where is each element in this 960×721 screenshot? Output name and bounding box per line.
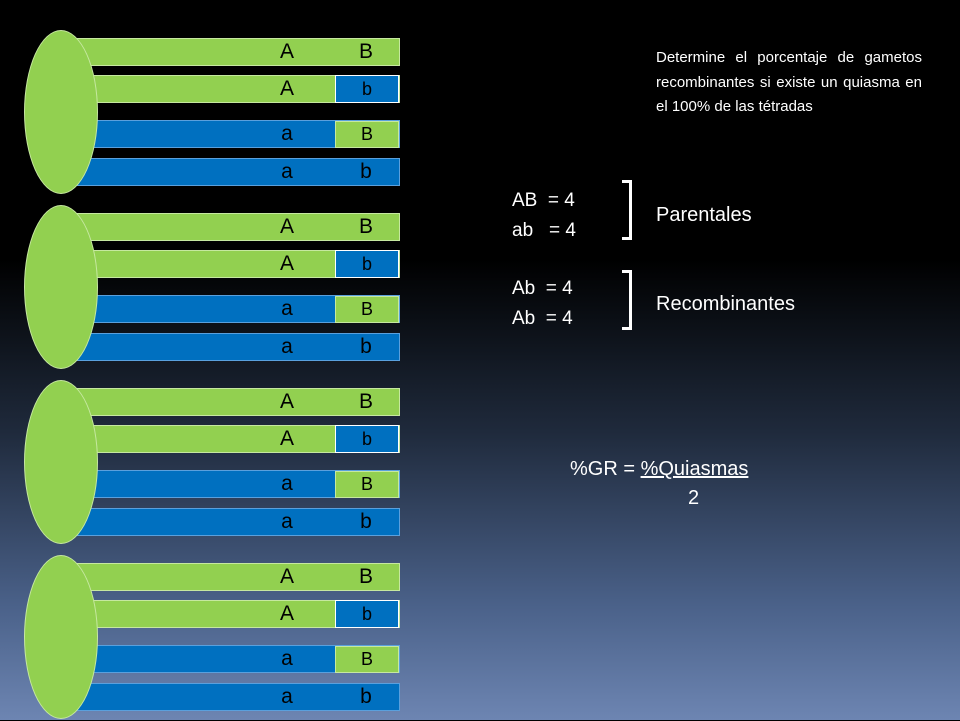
allele-right-box: B <box>335 471 399 498</box>
allele-right: B <box>358 565 373 588</box>
formula-denominator: 2 <box>688 487 700 509</box>
chromatid-3: a B <box>72 470 400 498</box>
chromatid-1: A B <box>72 213 400 241</box>
parental-eq-2: ab = 4 <box>512 220 576 241</box>
allele-left: a <box>281 685 293 708</box>
chromatid-4: a b <box>72 333 400 361</box>
chromatid-4: a b <box>72 158 400 186</box>
centromere <box>24 380 98 544</box>
chromatid-1: A B <box>72 388 400 416</box>
chromatid-2: A b <box>72 250 400 278</box>
allele-left: A <box>279 602 294 625</box>
allele-right-box: b <box>335 75 399 103</box>
allele-left: a <box>281 472 293 495</box>
chromatid-3: a B <box>72 120 400 148</box>
formula-numerator: %Quiasmas <box>640 458 749 480</box>
centromere <box>24 555 98 719</box>
chromatid-3: a B <box>72 295 400 323</box>
allele-left: a <box>281 160 293 183</box>
allele-right-box: B <box>335 646 399 673</box>
recombinant-eq-2: Ab = 4 <box>512 308 573 329</box>
allele-right-box: b <box>335 250 399 278</box>
chromatid-2: A b <box>72 425 400 453</box>
chromatid-2: A b <box>72 75 400 103</box>
chromatid-4: a b <box>72 508 400 536</box>
allele-left: a <box>281 122 293 145</box>
parental-bracket <box>622 180 632 240</box>
centromere <box>24 205 98 369</box>
chromatid-3: a B <box>72 645 400 673</box>
tetrad-1: A B A b a B a b <box>24 30 400 196</box>
allele-right-box: B <box>335 121 399 148</box>
parental-label: Parentales <box>656 204 752 226</box>
recombinant-bracket <box>622 270 632 330</box>
allele-left: A <box>279 390 294 413</box>
allele-right-box: b <box>335 600 399 628</box>
allele-left: a <box>281 335 293 358</box>
chromatid-1: A B <box>72 563 400 591</box>
recombinant-eq-1: Ab = 4 <box>512 278 573 299</box>
allele-right: b <box>360 335 372 358</box>
allele-left: A <box>279 565 294 588</box>
tetrad-3: A B A b a B a b <box>24 380 400 546</box>
allele-right-box: b <box>335 425 399 453</box>
allele-left: A <box>279 427 294 450</box>
centromere <box>24 30 98 194</box>
tetrad-4: A B A b a B a b <box>24 555 400 721</box>
allele-right: b <box>360 160 372 183</box>
allele-right-box: B <box>335 296 399 323</box>
allele-right: B <box>358 215 373 238</box>
chromatid-1: A B <box>72 38 400 66</box>
allele-right: b <box>360 685 372 708</box>
parental-eq-1: AB = 4 <box>512 190 575 211</box>
allele-right: B <box>358 390 373 413</box>
chromatid-2: A b <box>72 600 400 628</box>
allele-left: a <box>281 297 293 320</box>
allele-left: A <box>279 252 294 275</box>
formula-lhs: %GR = <box>570 458 641 480</box>
allele-left: a <box>281 510 293 533</box>
formula: %GR = %Quiasmas <box>570 458 748 481</box>
question-text: Determine el porcentaje de gametos recom… <box>656 49 922 115</box>
allele-left: A <box>279 40 294 63</box>
chromatid-4: a b <box>72 683 400 711</box>
tetrad-2: A B A b a B a b <box>24 205 400 371</box>
recombinant-label: Recombinantes <box>656 293 795 315</box>
allele-left: a <box>281 647 293 670</box>
allele-right: b <box>360 510 372 533</box>
allele-right: B <box>358 40 373 63</box>
allele-left: A <box>279 77 294 100</box>
allele-left: A <box>279 215 294 238</box>
